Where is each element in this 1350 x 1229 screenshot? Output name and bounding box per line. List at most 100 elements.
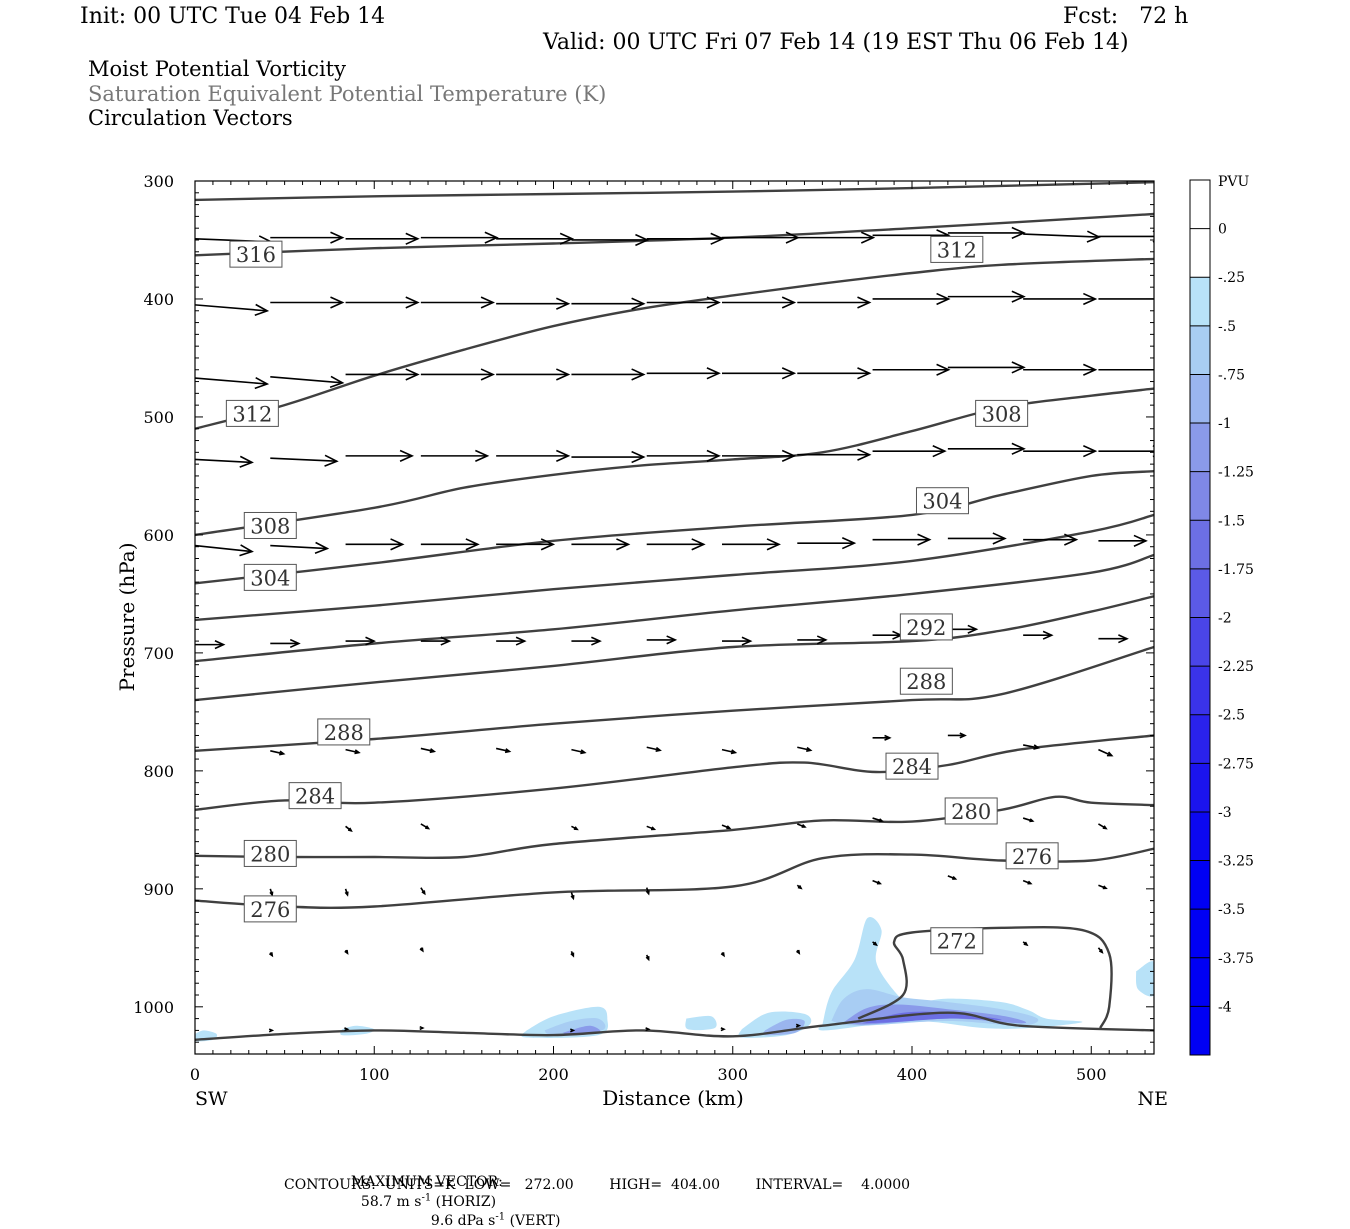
- colorbar-level-label: -2.25: [1218, 659, 1254, 675]
- contour-label-box: [915, 487, 969, 515]
- circulation-vector: [195, 640, 226, 650]
- circulation-vector: [344, 1027, 350, 1032]
- vector-head: [1102, 825, 1108, 830]
- circulation-vector: [645, 954, 650, 962]
- vector-head: [254, 376, 270, 390]
- contour-288: [195, 645, 1154, 752]
- colorbar-level-label: 0: [1218, 222, 1227, 238]
- vector-shaft: [195, 377, 268, 385]
- circulation-vector: [496, 636, 527, 646]
- contour-label-text: 276: [250, 898, 290, 922]
- circulation-vector: [571, 636, 602, 646]
- colorbar-level-label: -3.25: [1218, 854, 1254, 870]
- circulation-vector: [419, 947, 424, 953]
- colorbar-segment: [1190, 568, 1210, 618]
- circulation-vector: [420, 747, 437, 754]
- contour-label: 276: [1005, 842, 1059, 870]
- circulation-vector: [496, 368, 571, 381]
- y-tick-label: 700: [143, 644, 174, 663]
- circulation-vector: [571, 538, 631, 551]
- contour-label-box: [243, 563, 297, 591]
- vector-head: [801, 824, 807, 828]
- circulation-vector: [571, 825, 579, 831]
- vector-head: [781, 296, 797, 309]
- vector-head: [932, 445, 947, 458]
- circulation-vector: [720, 1027, 726, 1032]
- vector-head: [860, 231, 876, 244]
- vector-head: [936, 363, 951, 376]
- contour-label-box: [975, 399, 1029, 427]
- circulation-vector: [270, 750, 286, 756]
- contour-label-text: 288: [906, 670, 946, 694]
- circulation-vector: [947, 226, 1026, 240]
- circulation-vector: [419, 1025, 425, 1031]
- vector-head: [421, 890, 426, 896]
- vector-shaft: [797, 746, 811, 752]
- colorbar-segment: [1190, 617, 1210, 667]
- horiz-tag: (HORIZ): [435, 1193, 497, 1210]
- x-tick-label: 300: [717, 1065, 748, 1084]
- contour-label: 316: [229, 240, 283, 268]
- circulation-vector: [420, 449, 490, 463]
- vector-head: [354, 749, 361, 755]
- vector-head: [214, 640, 226, 650]
- contour-label: 276: [243, 895, 297, 923]
- circulation-vector: [1098, 884, 1108, 890]
- vector-head: [314, 541, 330, 555]
- axis-ticks: [194, 180, 1154, 1055]
- circulation-vector: [1023, 533, 1079, 546]
- vector-head: [405, 368, 420, 381]
- circulation-vector: [646, 538, 706, 551]
- colorbar-title: PVU: [1218, 174, 1250, 190]
- circulation-vector: [872, 879, 882, 885]
- pv-colorbar: 0 -.25 -.5 -.75 -1 -1.25 -1.5 -1.75 -2 -2.25 -2.5 -…: [1189, 179, 1254, 1056]
- colorbar-level-label: -.5: [1218, 319, 1236, 335]
- vector-shaft: [270, 750, 284, 755]
- vector-shaft: [270, 457, 337, 463]
- circulation-vector: [270, 375, 345, 388]
- colorbar-level-label: -1.25: [1218, 465, 1254, 481]
- circulation-vector: [722, 538, 781, 551]
- circulation-vector: [721, 748, 738, 755]
- circulation-vector: [420, 538, 480, 551]
- contour-label-box: [944, 797, 998, 825]
- vector-head: [706, 296, 721, 309]
- colorbar-segment: [1190, 374, 1210, 424]
- vector-head: [425, 825, 431, 830]
- circulation-vector: [872, 941, 878, 947]
- vector-shaft: [195, 304, 268, 312]
- circulation-vector: [570, 892, 575, 901]
- colorbar-level-label: -3.75: [1218, 951, 1254, 967]
- vector-head: [1159, 364, 1171, 375]
- vector-shaft: [646, 746, 661, 752]
- circulation-vector: [496, 232, 575, 245]
- circulation-vector: [646, 367, 721, 380]
- circulation-vector: [1098, 823, 1108, 830]
- colorbar-level-label: -4: [1218, 999, 1232, 1015]
- title-pv: Moist Potential Vorticity: [88, 57, 346, 81]
- circulation-vector: [722, 449, 797, 463]
- vector-head: [1064, 533, 1079, 546]
- colorbar-segment: [1190, 666, 1210, 715]
- circulation-vector: [1022, 817, 1035, 823]
- vector-head: [591, 636, 602, 646]
- circulation-vector: [872, 734, 892, 741]
- vector-head: [1159, 294, 1171, 305]
- colorbar-segment: [1190, 228, 1210, 278]
- init-time: Init: 00 UTC Tue 04 Feb 14: [80, 4, 386, 29]
- x-tick-label: 200: [538, 1065, 569, 1084]
- vector-head: [344, 1027, 350, 1032]
- circulation-vector: [570, 1028, 576, 1033]
- vector-head: [720, 1027, 726, 1032]
- circulation-vector: [496, 449, 571, 463]
- vector-head: [1011, 226, 1026, 240]
- contour-label-box: [229, 240, 283, 268]
- contour-label: 284: [885, 752, 939, 780]
- vector-head: [655, 746, 662, 752]
- circulation-vector: [721, 824, 732, 830]
- circulation-vector: [270, 454, 339, 467]
- vector-head: [730, 749, 738, 755]
- vector-head: [631, 368, 646, 381]
- contour-label: 272: [930, 927, 984, 955]
- colorbar-segment: [1190, 763, 1210, 812]
